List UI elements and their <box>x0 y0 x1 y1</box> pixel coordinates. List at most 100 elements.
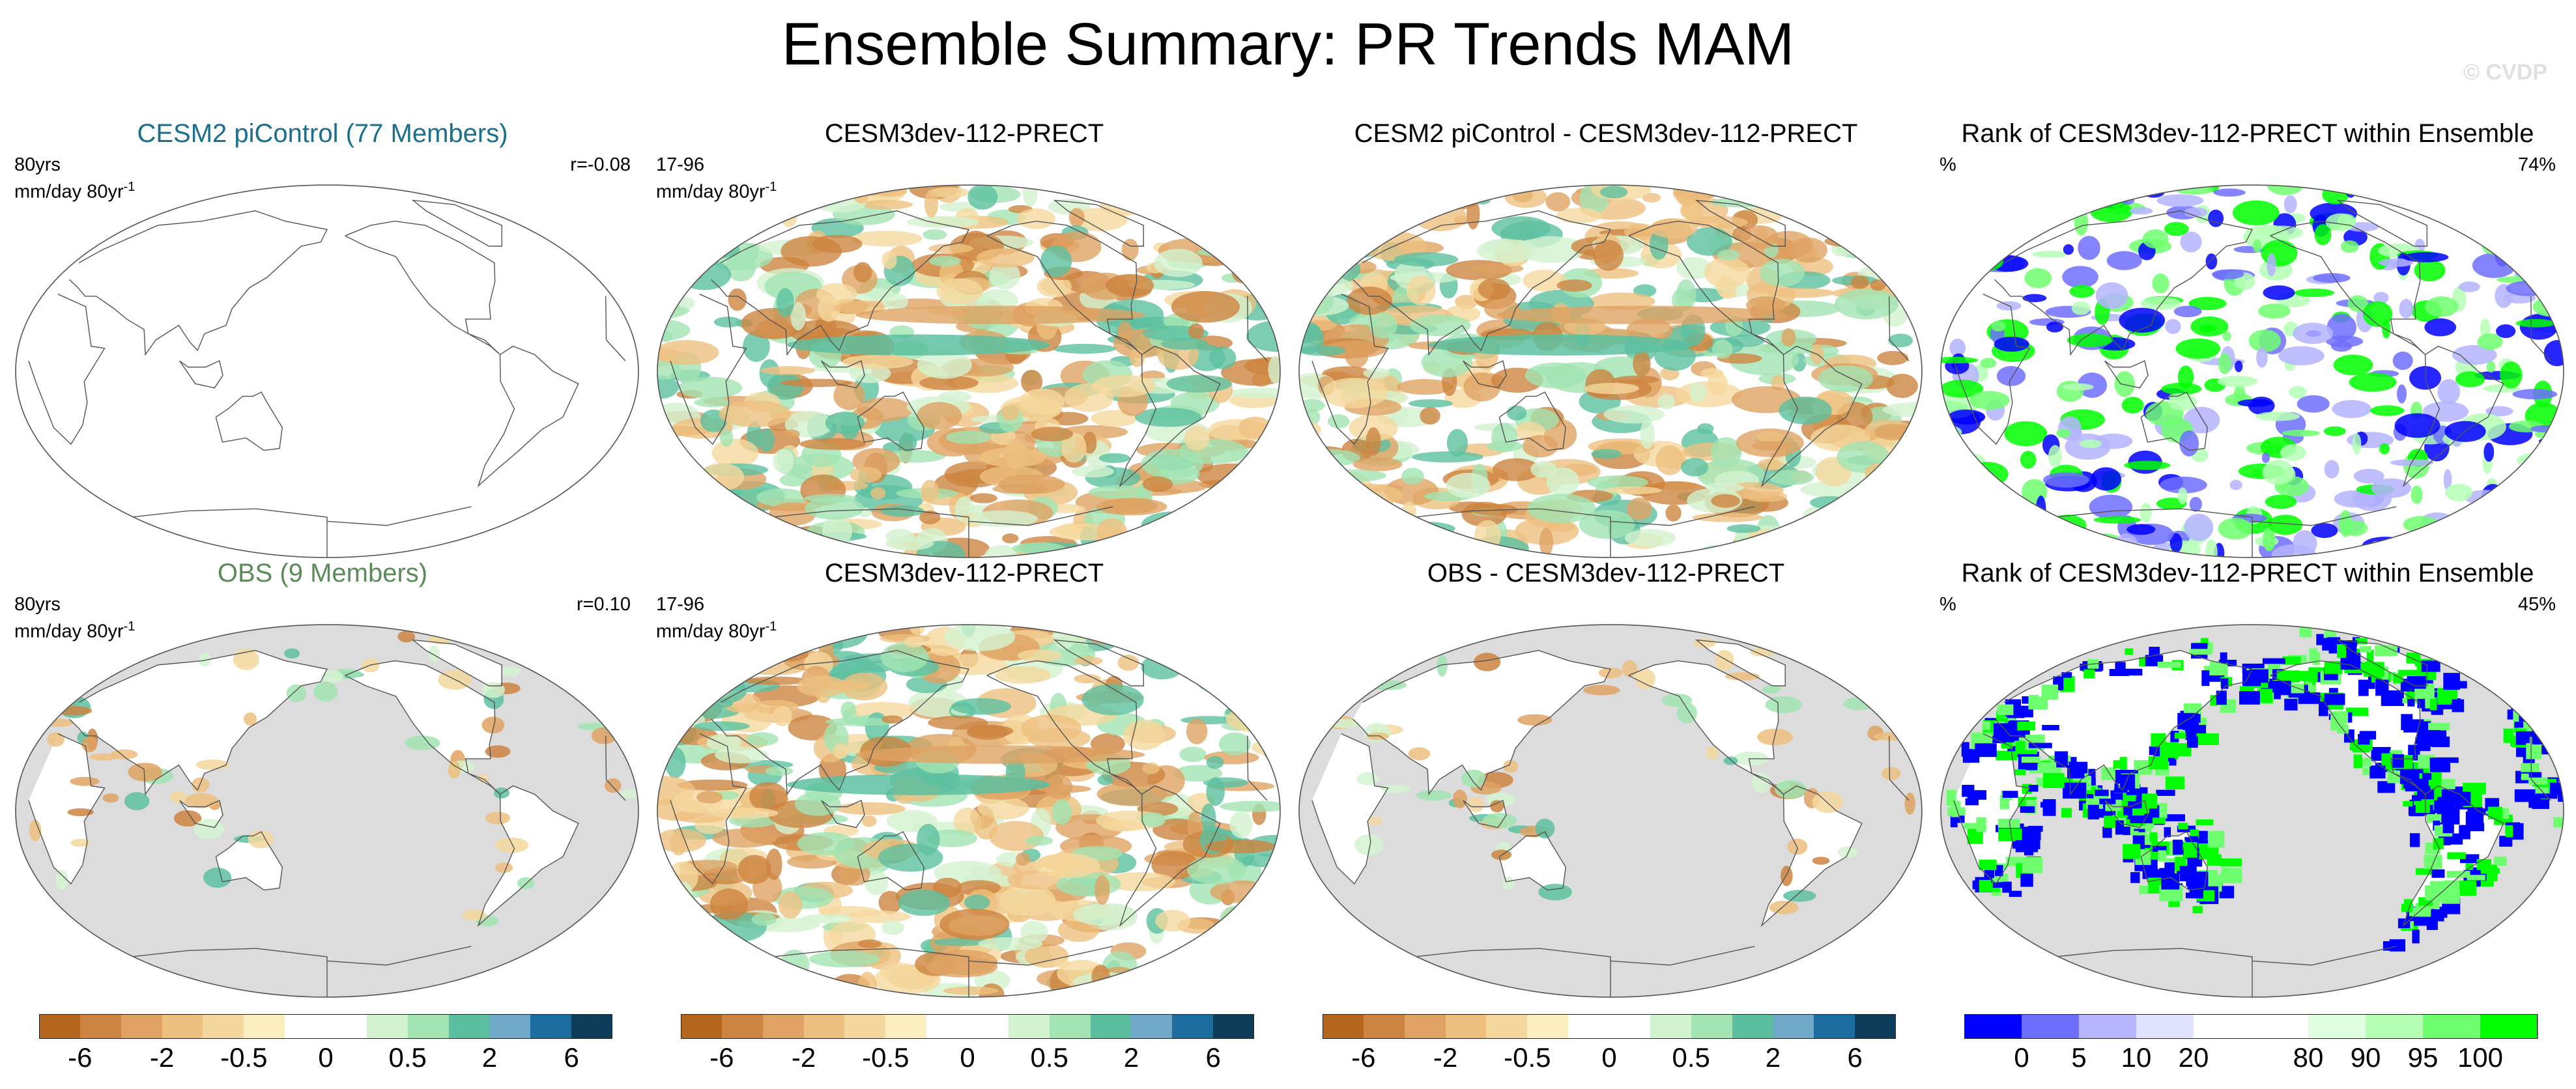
colorbar-tick-label: -2 <box>149 1042 175 1073</box>
coastline-maritime-islands <box>821 360 865 389</box>
units-exponent: -1 <box>765 619 777 634</box>
colorbar-swatch <box>285 1014 326 1039</box>
coastline-africa <box>670 733 1268 885</box>
colorbar-tick-label: -0.5 <box>1504 1042 1551 1073</box>
robinson-map <box>657 184 1281 558</box>
colorbar-swatch <box>203 1014 244 1039</box>
panel-title: Rank of CESM3dev-112-PRECT within Ensemb… <box>1961 559 2534 587</box>
colorbar-swatch <box>2194 1014 2252 1039</box>
colorbar-swatch <box>162 1014 203 1039</box>
units-exponent: -1 <box>123 619 136 634</box>
units-exponent: -1 <box>765 180 777 194</box>
map-panel: CESM2 piControl (77 Members) 80yrs mm/day … <box>7 117 639 558</box>
coastline-africa <box>28 293 626 446</box>
robinson-map <box>15 624 639 998</box>
colorbar-tick-label: 2 <box>1123 1042 1139 1073</box>
coastline-australia <box>215 391 283 451</box>
colorbar-swatch <box>1172 1014 1214 1039</box>
panel-period-label: % <box>1939 154 1956 175</box>
colorbar-swatch <box>844 1014 886 1039</box>
colorbar-swatch <box>967 1014 1009 1039</box>
colorbar-swatch <box>79 1014 122 1039</box>
colorbar-swatch <box>407 1014 450 1039</box>
map-border <box>15 624 639 998</box>
coastline-antarctica <box>772 506 1113 558</box>
colorbar-tick-label: 20 <box>2178 1042 2209 1073</box>
units-text: mm/day 80yr <box>656 181 766 203</box>
coastline-antarctica <box>2055 946 2397 997</box>
map-panel: CESM3dev-112-PRECT 17-96 mm/day 80yr-1 <box>648 117 1281 558</box>
colorbar-tick-label: 2 <box>1765 1042 1781 1073</box>
map-border <box>1940 184 2564 558</box>
colorbar-tick-label: 0 <box>2014 1042 2029 1073</box>
colorbar-tick-label: 0.5 <box>1030 1042 1068 1073</box>
map-panel: OBS - CESM3dev-112-PRECT <box>1290 557 1923 998</box>
coastline-australia <box>2140 831 2209 891</box>
coastline-north-america <box>986 220 1143 355</box>
coastline-maritime-islands <box>2104 800 2149 828</box>
colorbar-swatch <box>885 1014 927 1039</box>
colorbar-swatch <box>366 1014 408 1039</box>
units-text: mm/day 80yr <box>14 181 124 203</box>
colorbar-tick-label: 0 <box>1601 1042 1617 1073</box>
map-border <box>657 184 1281 558</box>
coastline-maritime-islands <box>179 800 223 828</box>
panel-stat-label: r=-0.08 <box>570 154 631 175</box>
coastline-maritime-islands <box>1463 360 1507 389</box>
panel-period-label: 17-96 <box>656 594 705 615</box>
colorbar-swatch <box>1527 1014 1569 1039</box>
robinson-map <box>1940 184 2564 558</box>
colorbar-swatch <box>1131 1014 1173 1039</box>
units-exponent: -1 <box>123 180 136 194</box>
colorbar-swatch <box>926 1014 968 1039</box>
map-field <box>1946 627 2564 997</box>
colorbar-tick-label: 95 <box>2407 1042 2439 1073</box>
coastline-maritime-islands <box>2104 360 2149 389</box>
panel-period-label: % <box>1939 594 1956 615</box>
robinson-map <box>15 184 639 558</box>
panel-title: CESM2 piControl - CESM3dev-112-PRECT <box>1354 119 1858 148</box>
coastline-south-america <box>477 785 579 927</box>
coastline-north-america <box>1628 660 1784 795</box>
coastline-africa <box>1311 733 1910 885</box>
colorbar-swatch <box>1568 1014 1610 1039</box>
colorbar-swatch <box>2308 1014 2366 1039</box>
colorbar-swatch <box>244 1014 285 1039</box>
map-border <box>1940 624 2564 998</box>
colorbar-swatch <box>2079 1014 2137 1039</box>
coastline-australia <box>215 831 283 891</box>
panel-title: CESM2 piControl (77 Members) <box>137 119 508 148</box>
map-panel: OBS (9 Members) 80yrs mm/day 80yr-1 r=0.10 <box>7 557 639 998</box>
colorbar-tick-label: 5 <box>2071 1042 2087 1073</box>
coastline-australia <box>857 391 925 451</box>
robinson-map <box>1298 624 1923 998</box>
colorbar-swatch <box>1049 1014 1091 1039</box>
colorbar-tick-label: -0.5 <box>220 1042 268 1073</box>
panel-period-label: 17-96 <box>656 154 705 175</box>
colorbar-swatch <box>1609 1014 1651 1039</box>
coastline-north-america <box>345 220 501 355</box>
colorbar-swatch <box>1445 1014 1487 1039</box>
coastline-greenland <box>1053 639 1145 686</box>
colorbar-tick-label: 90 <box>2350 1042 2381 1073</box>
coastline-south-america <box>1760 345 1863 488</box>
coastline-south-america <box>1119 345 1221 488</box>
panel-title: OBS - CESM3dev-112-PRECT <box>1427 559 1785 587</box>
colorbar-swatch <box>326 1014 367 1039</box>
panel-stat-label: 74% <box>2517 154 2556 175</box>
coastline-south-america <box>2402 345 2504 488</box>
map-field <box>28 199 626 558</box>
panel-units-label: mm/day 80yr-1 <box>656 615 777 643</box>
coastline-africa <box>670 293 1268 446</box>
map-border <box>1298 184 1923 558</box>
map-field <box>657 185 1280 558</box>
coastline-africa <box>28 733 626 885</box>
coastline-south-america <box>2402 785 2504 927</box>
watermark-label: © CVDP <box>2463 60 2547 85</box>
coastline-greenland <box>1695 639 1786 686</box>
colorbar-tick-label: 100 <box>2457 1042 2504 1073</box>
map-border <box>1298 624 1923 998</box>
panel-stat-label: r=0.10 <box>576 594 631 615</box>
map-panel: Rank of CESM3dev-112-PRECT within Ensemb… <box>1932 117 2564 558</box>
colorbar-tick-label: -0.5 <box>862 1042 909 1073</box>
